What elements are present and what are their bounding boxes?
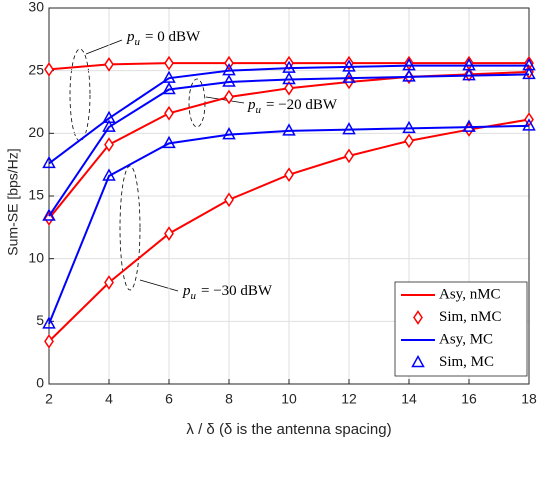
marker <box>522 118 536 131</box>
marker <box>344 55 354 71</box>
marker <box>164 55 174 71</box>
y-axis-label: Sum-SE [bps/Hz] <box>5 148 21 255</box>
annotation-text: = −20 dBW <box>266 97 338 113</box>
x-tick-label: 2 <box>45 391 53 407</box>
annotation-symbol: p <box>247 97 256 113</box>
arrows <box>85 39 245 292</box>
annotation: pu = 0 dBW <box>126 29 201 47</box>
marker <box>224 89 234 105</box>
x-tick-label: 10 <box>281 391 297 407</box>
x-tick-label: 8 <box>225 391 233 407</box>
marker <box>44 62 54 77</box>
annotation-subscript: u <box>191 290 197 302</box>
arrow <box>139 279 179 292</box>
marker <box>44 334 54 349</box>
y-tick-label: 15 <box>28 187 44 203</box>
y-tick-label: 25 <box>28 61 44 77</box>
marker <box>222 74 236 87</box>
marker <box>522 66 536 80</box>
marker <box>104 57 114 72</box>
marker <box>402 120 416 134</box>
x-tick-label: 6 <box>165 391 173 407</box>
marker <box>164 105 174 121</box>
arrow <box>85 39 123 55</box>
marker <box>284 167 294 183</box>
marker <box>342 122 356 135</box>
line <box>48 124 530 325</box>
marker <box>102 168 116 181</box>
axes-box <box>48 7 530 385</box>
marker <box>282 123 296 136</box>
marker <box>104 275 114 290</box>
marker <box>404 133 414 149</box>
x-axis-label: λ / δ (δ is the antenna spacing) <box>186 421 391 438</box>
line <box>48 64 529 165</box>
legend-marker <box>411 354 425 368</box>
legend-label: Sim, nMC <box>439 309 502 325</box>
marker <box>462 119 476 132</box>
marker <box>284 80 294 96</box>
marker <box>42 208 56 221</box>
legend-label: Asy, MC <box>439 331 493 347</box>
arrow <box>205 96 245 104</box>
y-tick-label: 10 <box>28 249 44 265</box>
line <box>48 73 530 217</box>
x-tick-label: 12 <box>341 391 357 407</box>
legend-label: Asy, nMC <box>439 286 501 302</box>
x-tick-label: 16 <box>461 391 477 407</box>
ellipse <box>119 165 141 291</box>
marker <box>104 137 114 152</box>
annotation-text: = −30 dBW <box>201 283 273 299</box>
annotation-symbol: p <box>182 283 191 299</box>
annotation-subscript: u <box>135 36 141 48</box>
marker <box>402 69 416 82</box>
marker <box>222 127 236 140</box>
marker <box>342 70 356 83</box>
marker <box>102 119 116 132</box>
y-tick-label: 5 <box>36 312 44 328</box>
x-tick-label: 18 <box>521 391 537 407</box>
marker <box>344 148 354 164</box>
x-tick-label: 14 <box>401 391 417 407</box>
annotation-subscript: u <box>256 104 262 116</box>
y-tick-label: 20 <box>28 124 44 140</box>
annotation: pu = −30 dBW <box>182 283 273 301</box>
annotation-symbol: p <box>126 29 135 45</box>
legend-box <box>394 281 528 377</box>
y-tick-label: 0 <box>36 375 44 391</box>
y-tick-label: 30 <box>28 0 44 15</box>
ellipse <box>69 48 91 142</box>
marker <box>462 68 476 81</box>
marker <box>164 226 174 241</box>
x-tick-label: 4 <box>105 391 113 407</box>
annotation-text: = 0 dBW <box>145 29 201 45</box>
legend-label: Sim, MC <box>439 354 494 370</box>
marker <box>282 71 296 85</box>
marker <box>42 155 56 169</box>
marker <box>224 192 234 208</box>
marker <box>44 211 54 226</box>
annotation: pu = −20 dBW <box>247 97 338 115</box>
legend-marker <box>413 310 423 325</box>
marker <box>42 316 56 329</box>
marker <box>162 135 176 149</box>
marker <box>162 81 176 95</box>
